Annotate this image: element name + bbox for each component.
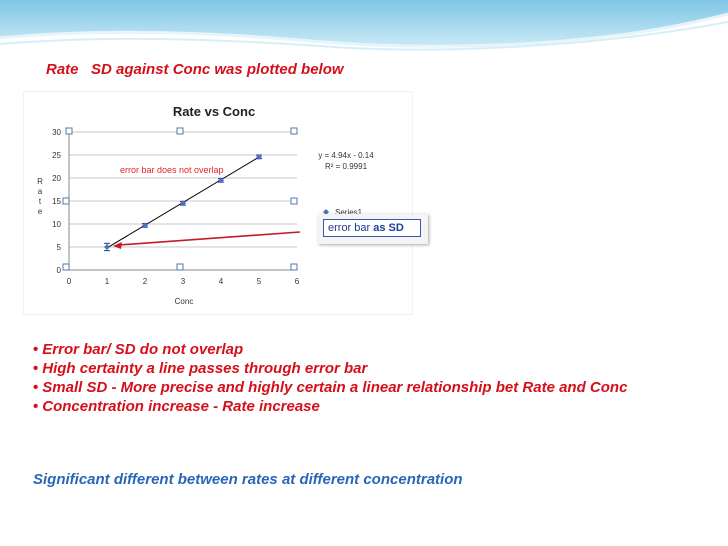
selection-handle (290, 127, 298, 135)
bullet-icon: • (33, 379, 39, 396)
selection-handle (65, 127, 73, 135)
slide-heading: Rate SD against Conc was plotted below (46, 61, 344, 78)
selection-handle (290, 263, 298, 271)
y-tick-label: 10 (52, 220, 61, 229)
bullet-text: High certainty a line passes through err… (42, 360, 368, 377)
trendline-equation: y = 4.94x - 0.14 (318, 151, 374, 160)
y-tick-label: 25 (52, 151, 61, 160)
chart-title: Rate vs Conc (173, 104, 255, 119)
x-axis-label: Conc (175, 297, 194, 306)
x-tick-label: 5 (257, 277, 262, 286)
y-tick-label: 0 (57, 266, 62, 275)
bullet-icon: • (33, 341, 39, 358)
callout-arrow (118, 231, 301, 246)
header-wave-banner (0, 0, 728, 60)
conclusion-text: Significant different between rates at d… (33, 471, 463, 488)
x-tick-label: 4 (219, 277, 224, 286)
selection-handle (176, 127, 184, 135)
bullet-text: Error bar/ SD do not overlap (42, 341, 244, 358)
x-tick-label: 1 (105, 277, 110, 286)
x-tick-label: 2 (143, 277, 148, 286)
bullet-item: • Small SD - More precise and highly cert… (33, 378, 713, 397)
data-point (180, 200, 186, 207)
bullet-icon: • (33, 398, 39, 415)
legend-label: Series1 (335, 208, 363, 217)
data-point (218, 177, 224, 184)
chart-annotation: error bar does not overlap (120, 165, 224, 175)
x-tick-label: 3 (181, 277, 186, 286)
data-point (256, 153, 262, 160)
x-tick-label: 6 (295, 277, 300, 286)
error-bar-callout: error bar as SD (318, 214, 428, 244)
bullet-text: Small SD - More precise and highly certa… (42, 379, 628, 396)
selection-handle (176, 263, 184, 271)
callout-text: error bar (328, 222, 374, 234)
arrow-head-icon (113, 242, 122, 249)
y-tick-label: 15 (52, 197, 61, 206)
selection-handle (62, 197, 70, 205)
bullet-list: • Error bar/ SD do not overlap • High certa… (33, 340, 713, 416)
selection-handle (290, 197, 298, 205)
data-point (104, 244, 110, 250)
data-point (142, 222, 148, 229)
bullet-icon: • (33, 360, 39, 377)
bullet-item: • High certainty a line passes through er… (33, 359, 713, 378)
bullet-text: Concentration increase - Rate increase (42, 398, 320, 415)
y-tick-label: 5 (57, 243, 62, 252)
y-tick-label: 20 (52, 174, 61, 183)
x-tick-label: 0 (67, 277, 72, 286)
callout-label: error bar as SD (323, 219, 421, 237)
y-tick-label: 30 (52, 128, 61, 137)
bullet-item: • Error bar/ SD do not overlap (33, 340, 713, 359)
legend-marker-icon (323, 209, 329, 215)
selection-handle (62, 263, 70, 271)
callout-bold-text: as SD (373, 222, 404, 234)
bullet-item: • Concentration increase - Rate increase (33, 397, 713, 416)
r-squared-value: R² = 0.9991 (325, 162, 368, 171)
rate-vs-conc-chart: Rate vs Conc 0 5 10 15 20 25 30 0 1 2 3 4 5 6 Conc R a t e y… (37, 104, 374, 306)
